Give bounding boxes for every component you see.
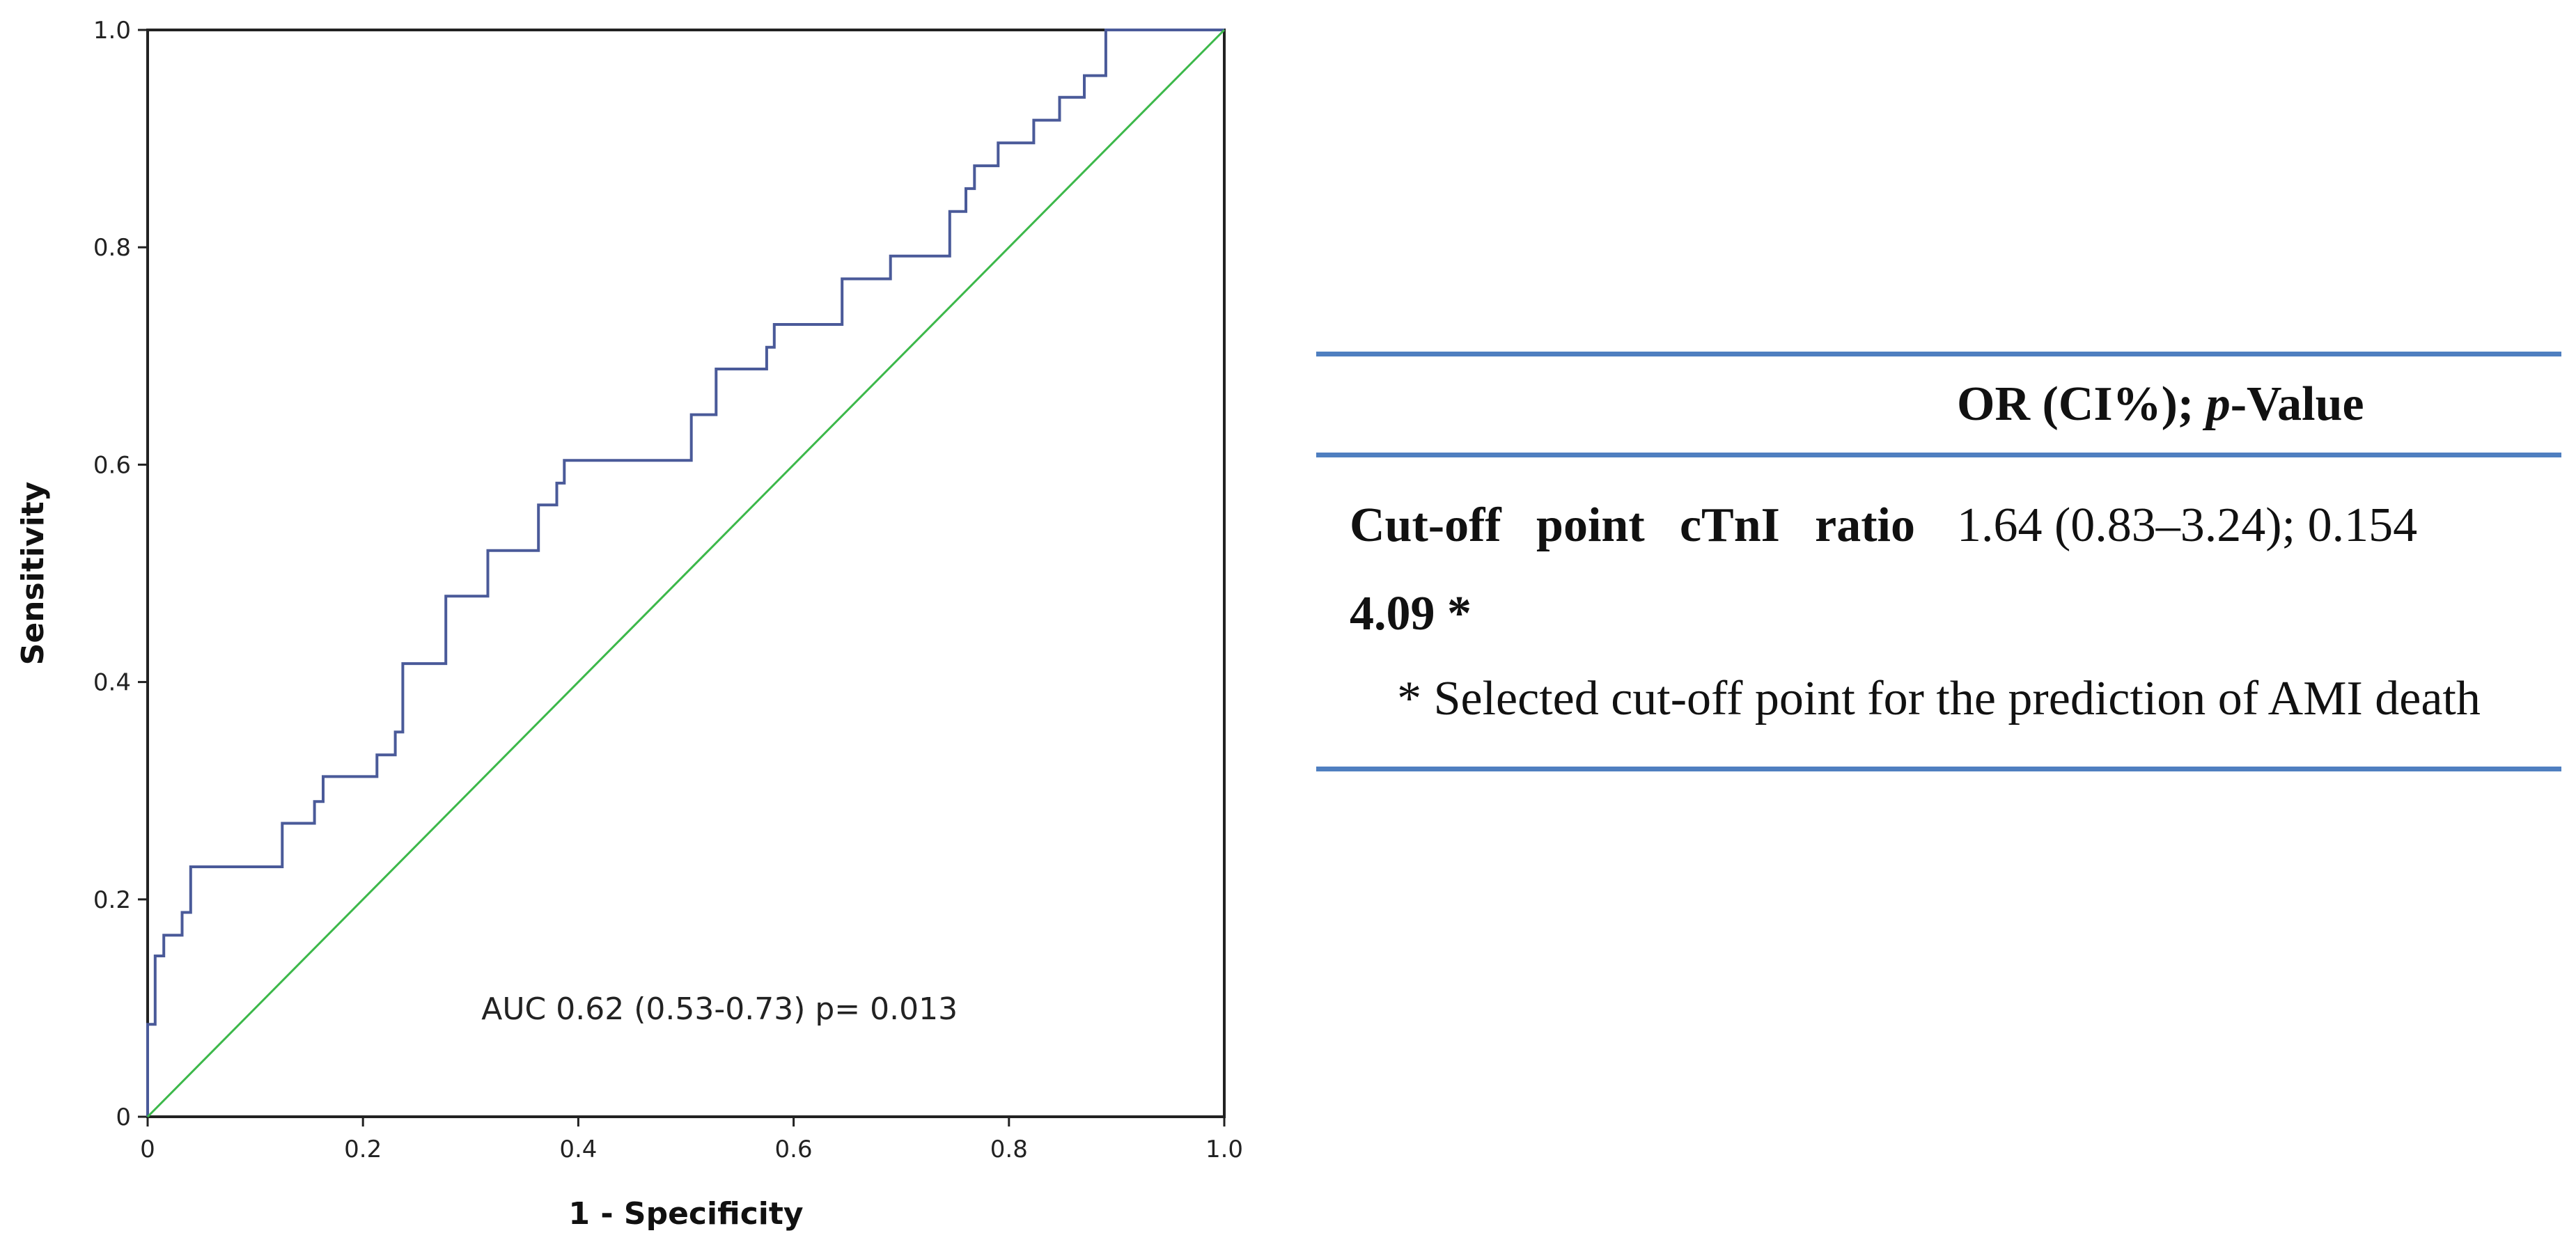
x-tick-label-5: 1.0 xyxy=(1205,1136,1243,1163)
header-italic-p: p xyxy=(2206,377,2231,431)
table-footnote: * Selected cut-off point for the predict… xyxy=(1397,672,2481,725)
table-header-row: OR (CI%); p-Value xyxy=(1316,356,2561,453)
top-rule xyxy=(1316,352,2561,356)
y-tick-label-2: 0.4 xyxy=(93,669,131,697)
x-tick-label-1: 0.2 xyxy=(344,1136,382,1163)
reference-diagonal-line xyxy=(146,29,1226,1118)
header-rule xyxy=(1316,453,2561,457)
y-tick-label-0: 0 xyxy=(116,1104,131,1131)
table-row: Cut-off point cTnI ratio 4.09 * 1.64 (0.… xyxy=(1316,457,2561,658)
row-value-or: 1.64 (0.83–3.24); 0.154 xyxy=(1957,499,2418,552)
y-tick-label-4: 0.8 xyxy=(93,234,131,262)
roc-curve-line xyxy=(146,29,1224,1117)
row-label-cutoff: Cut-off point cTnI ratio 4.09 * xyxy=(1350,499,1915,641)
x-tick-label-0: 0 xyxy=(140,1136,155,1163)
plot-frame xyxy=(146,29,1226,1118)
chart-root: 0 0.2 0.4 0.6 0.8 1.0 0 0.2 0.4 0.6 0.8 1.0 1 - Spec… xyxy=(15,17,1243,1232)
header-or-ci-p-value: OR (CI%); p-Value xyxy=(1957,377,2561,432)
header-suffix: -Value xyxy=(2230,377,2364,431)
header-prefix: OR (CI%); xyxy=(1957,377,2206,431)
y-tick-label-5: 1.0 xyxy=(93,17,131,45)
bottom-rule xyxy=(1316,767,2561,771)
x-axis-title: 1 - Specificity xyxy=(568,1196,803,1232)
roc-chart: 0 0.2 0.4 0.6 0.8 1.0 0 0.2 0.4 0.6 0.8 1.0 1 - Spec… xyxy=(15,17,1243,1232)
x-tick-label-4: 0.8 xyxy=(990,1136,1028,1163)
x-tick-label-3: 0.6 xyxy=(775,1136,813,1163)
y-tick-label-3: 0.6 xyxy=(93,451,131,479)
y-tick-label-1: 0.2 xyxy=(93,886,131,914)
auc-annotation: AUC 0.62 (0.53-0.73) p= 0.013 xyxy=(481,991,958,1027)
x-tick-label-2: 0.4 xyxy=(559,1136,597,1163)
y-axis-title: Sensitivity xyxy=(15,482,51,666)
results-table: OR (CI%); p-Value Cut-off point cTnI rat… xyxy=(1316,352,2561,771)
